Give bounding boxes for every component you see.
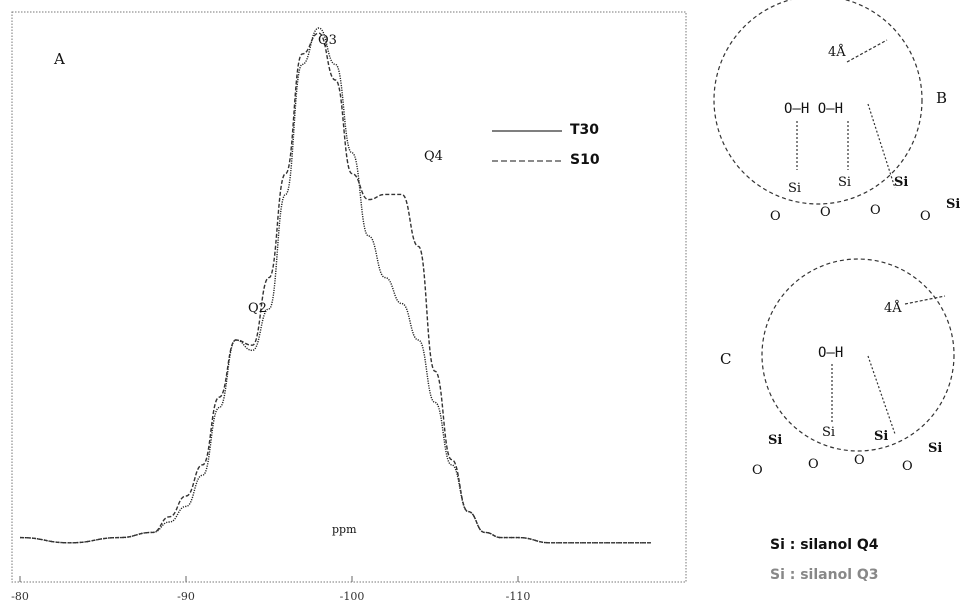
panel-b-si-4: Si	[946, 197, 961, 212]
x-axis-ticks: -80 -90 -100 -110	[11, 576, 530, 603]
panel-c-diagram	[761, 258, 955, 452]
panel-b-o-2: O	[820, 205, 831, 220]
panel-b-circle	[713, 0, 923, 205]
series-line-t30	[19, 27, 651, 544]
peak-label-q3: Q3	[318, 33, 337, 48]
panel-b-distance: 4Å	[828, 45, 846, 60]
panel-b-hbond	[867, 103, 896, 189]
legend-label-t30: T30	[570, 122, 600, 138]
panel-c-circle	[761, 258, 955, 452]
panel-c-si-1: Si	[822, 425, 836, 440]
panel-b-diagram	[713, 0, 923, 205]
panel-c-distance-line	[904, 295, 946, 305]
panel-b-o-3: O	[870, 203, 881, 218]
key-silanol-q4: Si : silanol Q4	[770, 537, 879, 553]
panel-b-si-3: Si	[894, 175, 909, 190]
x-tick-label: -110	[506, 590, 531, 603]
panel-c-si-2: Si	[768, 433, 783, 448]
ppm-label: ppm	[332, 523, 357, 536]
x-tick-label: -80	[11, 590, 29, 603]
x-tick-label: -100	[340, 590, 365, 603]
panel-b-si-2: Si	[838, 175, 852, 190]
panel-c-hydroxyl: O–H	[818, 345, 844, 361]
panel-b-letter: B	[936, 89, 948, 107]
panel-c-distance: 4Å	[884, 301, 902, 316]
panel-c-o-1: O	[752, 463, 763, 478]
panel-c-si-3: Si	[874, 429, 889, 444]
panel-b-distance-line	[846, 39, 888, 63]
peak-label-q2: Q2	[248, 301, 267, 316]
legend-label-s10: S10	[570, 152, 600, 168]
panel-c-o-2: O	[808, 457, 819, 472]
panel-c-hbond	[867, 355, 896, 435]
panel-c-si-4: Si	[928, 441, 943, 456]
plot-frame	[11, 11, 687, 583]
panel-c-letter: C	[720, 350, 732, 368]
panel-a-letter: A	[54, 50, 65, 68]
peak-label-q4: Q4	[424, 149, 443, 164]
panel-c-o-4: O	[902, 459, 913, 474]
panel-b-o-1: O	[770, 209, 781, 224]
panel-c-o-3: O	[854, 453, 865, 468]
panel-b-si-1: Si	[788, 181, 802, 196]
panel-b-hydroxyls: O–H O–H	[784, 101, 844, 117]
key-silanol-q3: Si : silanol Q3	[770, 567, 879, 583]
series-line-s10	[19, 32, 651, 544]
panel-b-o-4: O	[920, 209, 931, 224]
x-tick-label: -90	[177, 590, 195, 603]
